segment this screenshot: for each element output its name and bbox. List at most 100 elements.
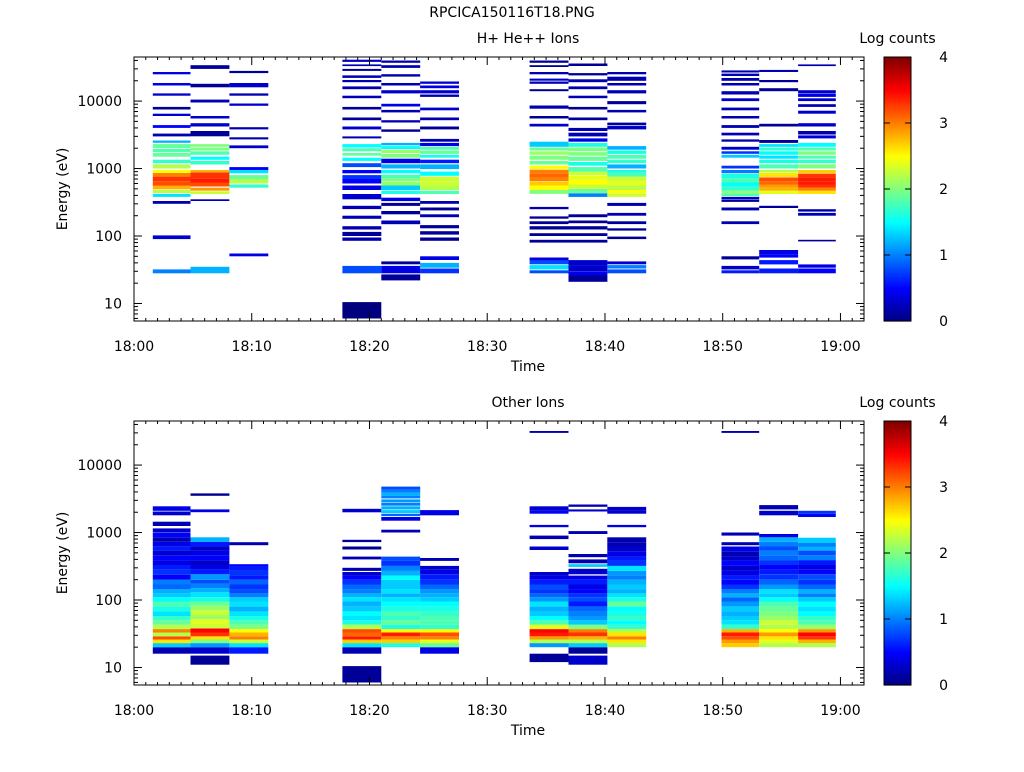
data-cell xyxy=(759,205,799,208)
data-cell xyxy=(342,572,382,576)
colorbar-step xyxy=(884,493,911,497)
data-cell xyxy=(529,233,569,236)
data-cell xyxy=(420,142,459,147)
data-cell xyxy=(152,616,191,621)
data-cell xyxy=(798,151,836,155)
colorbar-step xyxy=(884,520,911,523)
data-cell xyxy=(152,597,191,602)
data-cell xyxy=(529,169,569,174)
data-cell xyxy=(798,601,836,607)
colorbar-step xyxy=(884,443,911,446)
colorbar-step xyxy=(884,630,911,633)
colorbar-step xyxy=(884,270,911,274)
data-cell xyxy=(420,616,459,621)
colorbar-step xyxy=(884,125,911,128)
data-cell xyxy=(529,431,569,433)
time-column xyxy=(759,69,799,274)
data-cell xyxy=(420,569,459,575)
panel-1: H+ He++ Ions 18:00 18:10 18:20 18:30 18:40 18:… xyxy=(55,31,948,375)
colorbar-step xyxy=(884,189,911,192)
colorbar-step xyxy=(884,277,911,280)
colorbar-step xyxy=(884,175,911,179)
data-cell xyxy=(529,624,569,630)
data-cell xyxy=(229,93,269,96)
time-column xyxy=(759,505,799,648)
data-cell xyxy=(529,510,569,514)
data-cell xyxy=(381,636,421,640)
data-cell xyxy=(381,120,421,123)
colorbar-step xyxy=(884,555,911,558)
data-cell xyxy=(229,624,269,630)
data-cell xyxy=(721,546,760,552)
data-cell xyxy=(229,606,269,612)
data-cell xyxy=(798,131,836,135)
data-cell xyxy=(607,575,647,580)
data-cell xyxy=(721,165,760,169)
data-cell xyxy=(798,177,836,182)
data-cell xyxy=(381,616,421,621)
colorbar-step xyxy=(884,131,911,135)
colorbar-step xyxy=(884,307,911,311)
data-cell xyxy=(342,639,382,644)
data-cell xyxy=(759,260,799,265)
data-cell xyxy=(607,551,647,557)
data-cell xyxy=(381,181,421,186)
data-cell xyxy=(342,194,382,200)
colorbar-step xyxy=(884,92,911,95)
colorbar-step xyxy=(884,546,911,550)
data-cell xyxy=(721,593,760,598)
colorbar-step xyxy=(884,663,911,666)
colorbar-step xyxy=(884,61,911,65)
data-cell xyxy=(190,628,230,633)
x-tick-label: 18:00 xyxy=(114,339,154,355)
data-cell xyxy=(759,546,799,551)
data-cell xyxy=(529,546,569,550)
data-cell xyxy=(568,138,608,142)
data-cell xyxy=(342,302,382,319)
data-cell xyxy=(152,537,191,542)
data-cell xyxy=(420,606,459,612)
data-cell xyxy=(381,506,421,510)
data-cell xyxy=(607,606,647,612)
data-cell xyxy=(798,643,836,648)
data-cell xyxy=(152,185,191,190)
data-cell xyxy=(190,187,230,191)
colorbar-step xyxy=(884,171,911,175)
data-cell xyxy=(152,176,191,182)
colorbar-step xyxy=(884,116,911,120)
colorbar-step xyxy=(884,296,911,300)
data-cell xyxy=(381,560,421,566)
data-cell xyxy=(607,170,647,173)
data-cell xyxy=(607,109,647,113)
data-cell xyxy=(607,556,647,561)
data-cell xyxy=(152,159,191,164)
colorbar-step xyxy=(884,290,911,293)
data-cell xyxy=(607,236,647,240)
data-cell xyxy=(381,556,421,561)
time-column xyxy=(342,508,382,683)
data-cell xyxy=(798,187,836,191)
colorbar-step xyxy=(884,103,911,106)
data-cell xyxy=(342,546,382,550)
colorbar-step xyxy=(884,484,911,488)
data-cell xyxy=(381,606,421,612)
colorbar-step xyxy=(884,272,911,276)
data-cell xyxy=(420,639,459,644)
data-cell xyxy=(229,564,269,566)
data-cell xyxy=(721,186,760,191)
colorbar-step xyxy=(884,76,911,80)
data-cell xyxy=(381,220,421,225)
data-cell xyxy=(229,616,269,621)
data-cell xyxy=(568,171,608,176)
data-cell xyxy=(607,597,647,602)
data-cell xyxy=(798,110,836,114)
data-cell xyxy=(798,104,836,107)
y-tick-label: 1000 xyxy=(86,162,122,178)
data-cell xyxy=(381,517,421,521)
data-cell xyxy=(152,555,191,561)
colorbar-step xyxy=(884,471,911,475)
data-cell xyxy=(607,506,647,511)
data-cell xyxy=(759,80,799,83)
data-cell xyxy=(568,629,608,633)
data-cell xyxy=(529,173,569,177)
